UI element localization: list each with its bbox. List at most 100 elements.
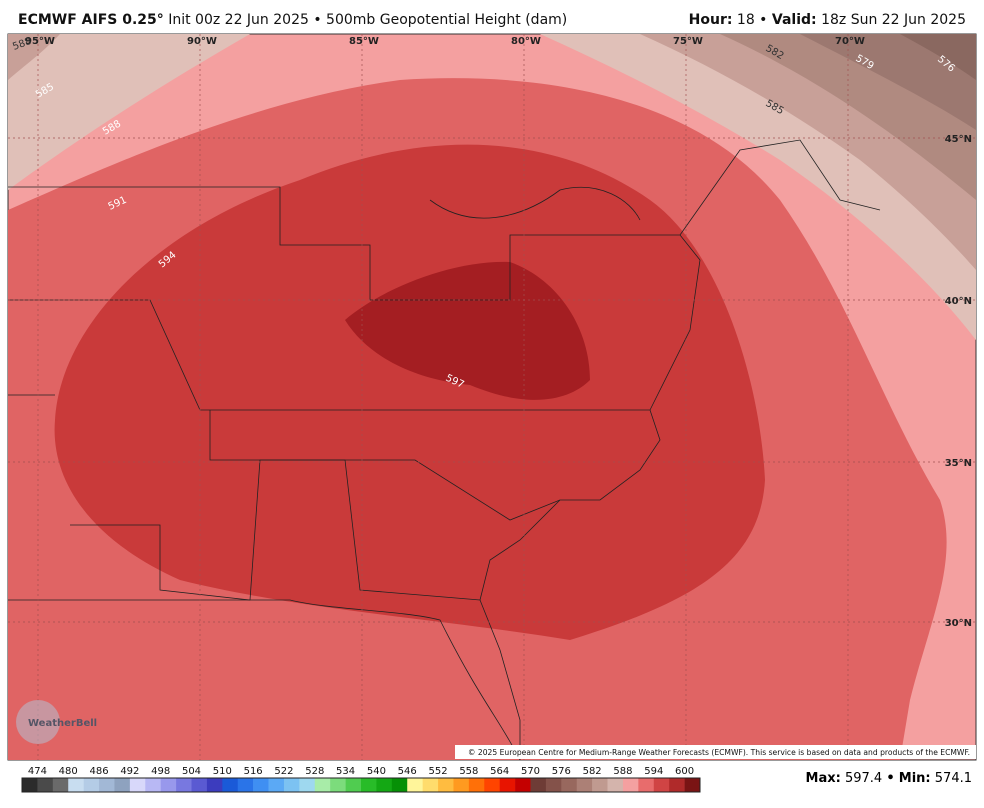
- colorbar-swatch: [684, 778, 701, 792]
- colorbar-swatch: [468, 778, 485, 792]
- colorbar-swatch: [191, 778, 208, 792]
- colorbar-label: 540: [367, 766, 386, 777]
- colorbar-frame: [21, 777, 701, 793]
- colorbar-swatch: [638, 778, 655, 792]
- colorbar-label: 528: [305, 766, 324, 777]
- colorbar-swatch: [52, 778, 69, 792]
- colorbar-swatch: [561, 778, 578, 792]
- colorbar-swatch: [83, 778, 100, 792]
- band: [8, 34, 250, 190]
- colorbar-swatch: [99, 778, 115, 792]
- colorbar-swatch: [314, 778, 331, 792]
- colorbar-label: 522: [274, 766, 293, 777]
- colorbar-swatch: [206, 778, 223, 792]
- band: [800, 34, 976, 130]
- colorbar-swatch: [391, 778, 408, 792]
- colorbar-swatch: [145, 778, 161, 792]
- colorbar-label: 588: [613, 766, 632, 777]
- hour-label: Hour:: [688, 12, 733, 28]
- colorbar-swatch: [407, 778, 423, 792]
- colorbar-swatch: [515, 778, 531, 792]
- lon-label: 90°W: [187, 36, 217, 47]
- colorbar-swatch: [283, 778, 300, 792]
- lat-label: 40°N: [945, 296, 972, 307]
- colorbar-label: 600: [675, 766, 694, 777]
- colorbar-swatch: [129, 778, 146, 792]
- colorbar-label: 486: [89, 766, 108, 777]
- lat-label: 45°N: [945, 134, 972, 145]
- max-label: Max:: [805, 771, 841, 786]
- colorbar-swatch: [68, 778, 84, 792]
- colorbar-swatch: [669, 778, 685, 792]
- copyright-bg: [455, 745, 976, 759]
- colorbar-label: 564: [490, 766, 509, 777]
- min-label: Min:: [898, 771, 931, 786]
- lon-label: 95°W: [25, 36, 55, 47]
- colorbar-label: 510: [213, 766, 232, 777]
- copyright: © 2025 European Centre for Medium-Range …: [468, 748, 970, 757]
- min: 574.1: [934, 771, 972, 786]
- colorbar-swatch: [22, 778, 38, 792]
- colorbar-label: 504: [182, 766, 201, 777]
- valid: 18z Sun 22 Jun 2025: [821, 12, 966, 28]
- hour: 18 •: [736, 12, 768, 28]
- colorbar-swatch: [253, 778, 269, 792]
- colorbar-swatch: [299, 778, 316, 792]
- colorbar-label: 594: [644, 766, 663, 777]
- footer: Max: 597.4 • Min: 574.1: [806, 771, 972, 786]
- colorbar-swatch: [114, 778, 131, 792]
- header-left: ECMWF AIFS 0.25° Init 00z 22 Jun 2025 • …: [18, 12, 567, 28]
- colorbar-swatch: [376, 778, 393, 792]
- colorbar-label: 516: [244, 766, 263, 777]
- borders: [8, 139, 881, 760]
- colorbar-swatch: [422, 778, 439, 792]
- colorbar-swatch: [607, 778, 624, 792]
- band: [900, 34, 976, 80]
- band: [54, 144, 765, 640]
- colorbar-swatch: [268, 778, 285, 792]
- colorbar-swatch: [222, 778, 239, 792]
- lon-label: 70°W: [835, 36, 865, 47]
- colorbar-label: 558: [459, 766, 478, 777]
- graticule: [8, 34, 976, 760]
- colorbar-swatch: [438, 778, 454, 792]
- logo-mark: [16, 700, 60, 744]
- colorbar-label: 582: [583, 766, 602, 777]
- colorbar-swatch: [484, 778, 500, 792]
- colorbar-swatch: [330, 778, 346, 792]
- lat-label: 30°N: [945, 618, 972, 629]
- colorbar-swatch: [37, 778, 54, 792]
- lat-label: 35°N: [945, 458, 972, 469]
- band: [8, 34, 60, 80]
- colorbar-swatch: [361, 778, 377, 792]
- colorbar-label: 492: [120, 766, 139, 777]
- colorbar-swatch: [453, 778, 470, 792]
- valid-label: Valid:: [771, 12, 817, 28]
- colorbar-label: 570: [521, 766, 540, 777]
- colorbar-swatch: [237, 778, 254, 792]
- model: ECMWF AIFS 0.25°: [18, 12, 164, 28]
- colorbar-swatch: [622, 778, 639, 792]
- colorbar-swatch: [545, 778, 562, 792]
- colorbar-label: 576: [552, 766, 571, 777]
- colorbar-swatch: [499, 778, 516, 792]
- colorbar-label: 498: [151, 766, 170, 777]
- colorbar-swatch: [345, 778, 362, 792]
- lon-label: 85°W: [349, 36, 379, 47]
- colorbar-label: 552: [428, 766, 447, 777]
- colorbar-swatch: [576, 778, 593, 792]
- colorbar: 474 480 486 492 498 504 510 516 522 528 534 540 546 5…: [21, 766, 701, 793]
- lon-label: 75°W: [673, 36, 703, 47]
- colorbar-swatch: [653, 778, 670, 792]
- header-right: Hour: 18 • Valid: 18z Sun 22 Jun 2025: [689, 12, 966, 28]
- colorbar-swatch: [176, 778, 192, 792]
- init: Init 00z 22 Jun 2025 • 500mb Geopotentia…: [168, 12, 568, 28]
- colorbar-swatch: [530, 778, 547, 792]
- colorbar-swatch: [592, 778, 608, 792]
- colorbar-label: 534: [336, 766, 355, 777]
- colorbar-label: 546: [398, 766, 417, 777]
- max: 597.4: [844, 771, 883, 786]
- contours: [8, 34, 976, 760]
